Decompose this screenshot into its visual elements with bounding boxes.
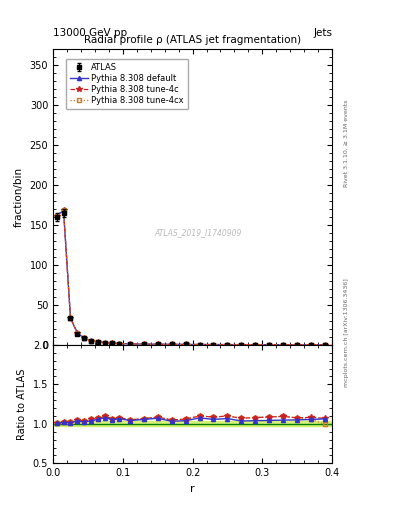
Pythia 8.308 default	[89, 337, 94, 344]
Pythia 8.308 tune-4c	[54, 212, 59, 219]
Pythia 8.308 default	[183, 342, 188, 348]
Pythia 8.308 tune-4cx	[54, 212, 59, 219]
Pythia 8.308 tune-4c	[127, 341, 132, 347]
Pythia 8.308 default	[225, 342, 230, 348]
Pythia 8.308 tune-4c	[61, 207, 66, 213]
Pythia 8.308 tune-4cx	[89, 337, 94, 344]
Text: Rivet 3.1.10, ≥ 3.1M events: Rivet 3.1.10, ≥ 3.1M events	[344, 100, 349, 187]
Pythia 8.308 default	[281, 342, 286, 348]
Pythia 8.308 default	[127, 341, 132, 347]
Pythia 8.308 tune-4c	[110, 340, 115, 346]
Pythia 8.308 tune-4c	[225, 342, 230, 348]
Text: Jets: Jets	[313, 28, 332, 38]
Pythia 8.308 default	[239, 342, 244, 348]
Pythia 8.308 default	[323, 342, 327, 348]
Pythia 8.308 default	[61, 207, 66, 214]
Pythia 8.308 tune-4c	[75, 330, 80, 336]
Pythia 8.308 tune-4cx	[239, 342, 244, 348]
Pythia 8.308 tune-4cx	[96, 339, 101, 345]
Pythia 8.308 tune-4cx	[197, 342, 202, 348]
Text: mcplots.cern.ch [arXiv:1306.3436]: mcplots.cern.ch [arXiv:1306.3436]	[344, 279, 349, 387]
Legend: ATLAS, Pythia 8.308 default, Pythia 8.308 tune-4c, Pythia 8.308 tune-4cx: ATLAS, Pythia 8.308 default, Pythia 8.30…	[66, 59, 188, 110]
Line: Pythia 8.308 tune-4cx: Pythia 8.308 tune-4cx	[54, 207, 327, 347]
Text: 13000 GeV pp: 13000 GeV pp	[53, 28, 127, 38]
Pythia 8.308 tune-4c	[117, 340, 122, 347]
Line: Pythia 8.308 tune-4c: Pythia 8.308 tune-4c	[54, 207, 328, 348]
Pythia 8.308 tune-4c	[82, 335, 87, 342]
Pythia 8.308 default	[169, 342, 174, 348]
Pythia 8.308 default	[309, 342, 314, 348]
Line: Pythia 8.308 default: Pythia 8.308 default	[55, 208, 327, 347]
Pythia 8.308 tune-4cx	[141, 341, 146, 347]
Pythia 8.308 tune-4c	[239, 342, 244, 348]
Pythia 8.308 tune-4cx	[211, 342, 216, 348]
Pythia 8.308 tune-4cx	[68, 315, 73, 321]
Pythia 8.308 tune-4c	[89, 337, 94, 344]
Pythia 8.308 default	[197, 342, 202, 348]
Pythia 8.308 tune-4cx	[253, 342, 258, 348]
Pythia 8.308 tune-4cx	[103, 339, 108, 346]
Pythia 8.308 tune-4c	[309, 342, 314, 348]
Pythia 8.308 tune-4c	[253, 342, 258, 348]
X-axis label: r: r	[190, 484, 195, 494]
Pythia 8.308 tune-4c	[183, 342, 188, 348]
Pythia 8.308 tune-4c	[141, 341, 146, 347]
Pythia 8.308 default	[96, 339, 101, 345]
Pythia 8.308 default	[75, 330, 80, 336]
Pythia 8.308 default	[211, 342, 216, 348]
Pythia 8.308 tune-4c	[323, 342, 327, 348]
Pythia 8.308 tune-4cx	[75, 330, 80, 336]
Pythia 8.308 tune-4c	[197, 342, 202, 348]
Pythia 8.308 tune-4cx	[295, 342, 299, 348]
Y-axis label: fraction/bin: fraction/bin	[14, 167, 24, 227]
Pythia 8.308 tune-4cx	[323, 342, 327, 348]
Pythia 8.308 tune-4cx	[82, 335, 87, 342]
Title: Radial profile ρ (ATLAS jet fragmentation): Radial profile ρ (ATLAS jet fragmentatio…	[84, 35, 301, 45]
Text: ATLAS_2019_I1740909: ATLAS_2019_I1740909	[154, 228, 242, 237]
Pythia 8.308 tune-4c	[169, 342, 174, 348]
Pythia 8.308 tune-4c	[96, 339, 101, 345]
Pythia 8.308 tune-4c	[103, 339, 108, 346]
Pythia 8.308 default	[82, 335, 87, 342]
Pythia 8.308 default	[267, 342, 272, 348]
Pythia 8.308 tune-4cx	[127, 341, 132, 347]
Pythia 8.308 default	[117, 340, 122, 347]
Pythia 8.308 tune-4cx	[183, 342, 188, 348]
Pythia 8.308 tune-4c	[295, 342, 299, 348]
Pythia 8.308 default	[68, 315, 73, 321]
Pythia 8.308 tune-4cx	[155, 341, 160, 347]
Pythia 8.308 default	[295, 342, 299, 348]
Pythia 8.308 default	[155, 341, 160, 347]
Bar	[53, 421, 332, 426]
Pythia 8.308 tune-4cx	[61, 207, 66, 213]
Pythia 8.308 tune-4cx	[281, 342, 286, 348]
Pythia 8.308 default	[110, 340, 115, 346]
Pythia 8.308 default	[103, 339, 108, 346]
Pythia 8.308 tune-4cx	[309, 342, 314, 348]
Pythia 8.308 tune-4c	[68, 315, 73, 321]
Pythia 8.308 tune-4c	[155, 341, 160, 347]
Y-axis label: Ratio to ATLAS: Ratio to ATLAS	[17, 369, 27, 440]
Pythia 8.308 tune-4cx	[225, 342, 230, 348]
Pythia 8.308 tune-4c	[281, 342, 286, 348]
Pythia 8.308 tune-4cx	[169, 342, 174, 348]
Pythia 8.308 tune-4c	[267, 342, 272, 348]
Pythia 8.308 tune-4cx	[110, 340, 115, 346]
Pythia 8.308 default	[141, 341, 146, 347]
Pythia 8.308 default	[253, 342, 258, 348]
Pythia 8.308 tune-4cx	[267, 342, 272, 348]
Pythia 8.308 default	[54, 213, 59, 219]
Pythia 8.308 tune-4c	[211, 342, 216, 348]
Pythia 8.308 tune-4cx	[117, 340, 122, 347]
